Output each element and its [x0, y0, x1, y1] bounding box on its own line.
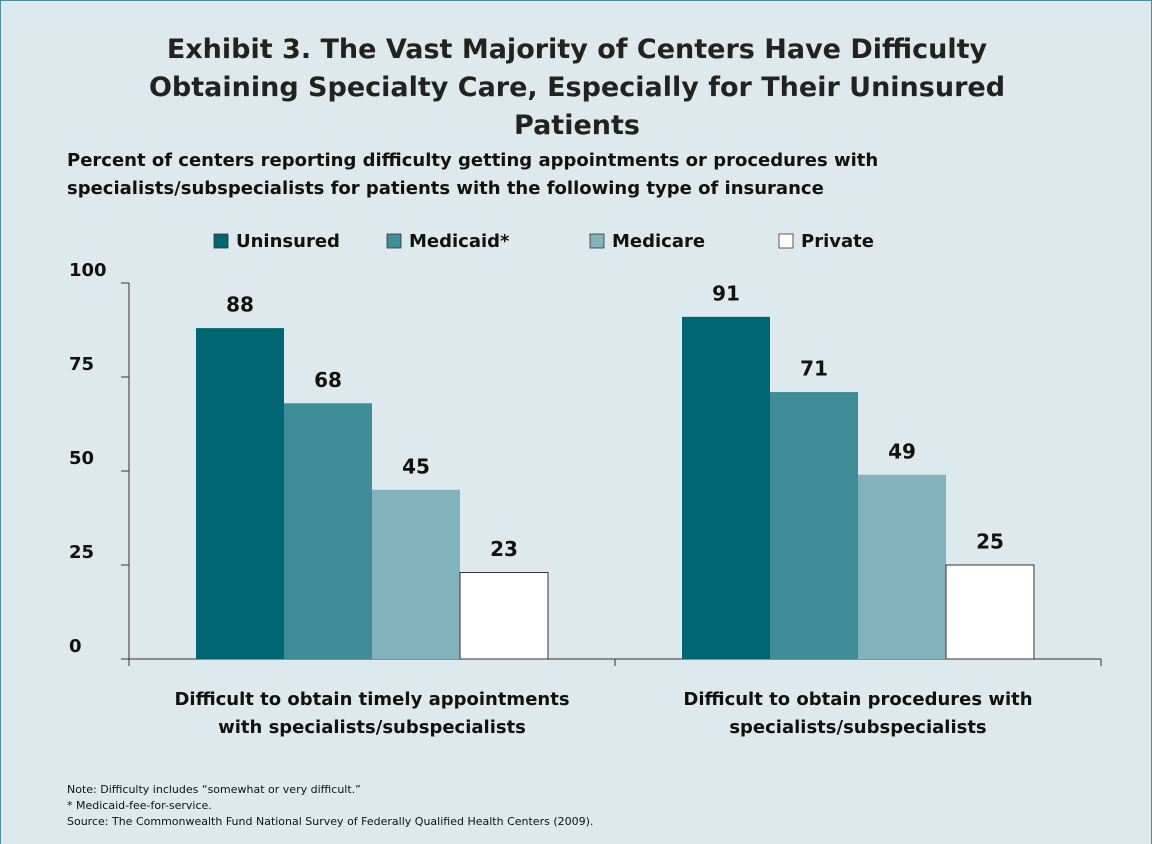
legend-label: Medicare: [612, 231, 705, 252]
value-label: 45: [402, 454, 430, 478]
value-label: 49: [888, 439, 916, 463]
value-label: 88: [226, 293, 254, 317]
bar: [682, 316, 770, 659]
bar: [459, 572, 549, 660]
y-tick-label: 75: [69, 354, 94, 375]
chart-subtitle: Percent of centers reporting difficulty …: [67, 150, 879, 199]
y-tick-label: 100: [69, 260, 107, 281]
value-label: 71: [800, 357, 828, 381]
x-tick-label: Difficult to obtain timely appointments …: [174, 689, 570, 738]
value-label: 91: [712, 281, 740, 305]
legend-label: Medicaid*: [409, 231, 510, 252]
bar: [770, 392, 858, 659]
bar: [858, 474, 946, 659]
note: Source: The Commonwealth Fund National S…: [67, 815, 594, 828]
bar: [284, 403, 372, 659]
value-label: 25: [976, 530, 1004, 554]
note: Note: Difficulty includes “somewhat or v…: [67, 783, 361, 796]
bar: [945, 564, 1035, 660]
legend-swatch: [589, 233, 605, 249]
bar: [196, 328, 284, 659]
y-tick-label: 0: [69, 636, 82, 657]
legend-label: Uninsured: [236, 231, 340, 252]
y-tick-label: 25: [69, 542, 94, 563]
y-tick-label: 50: [69, 448, 94, 469]
x-tick-label: Difficult to obtain procedures with spec…: [683, 689, 1033, 738]
legend-swatch: [386, 233, 402, 249]
legend-label: Private: [801, 231, 874, 252]
value-label: 68: [314, 368, 342, 392]
legend-swatch: [213, 233, 229, 249]
note: * Medicaid-fee-for-service.: [67, 799, 212, 812]
bar: [372, 489, 460, 659]
chart-title: Exhibit 3. The Vast Majority of Centers …: [148, 34, 1006, 141]
legend-swatch: [778, 233, 794, 249]
value-label: 23: [490, 537, 518, 561]
